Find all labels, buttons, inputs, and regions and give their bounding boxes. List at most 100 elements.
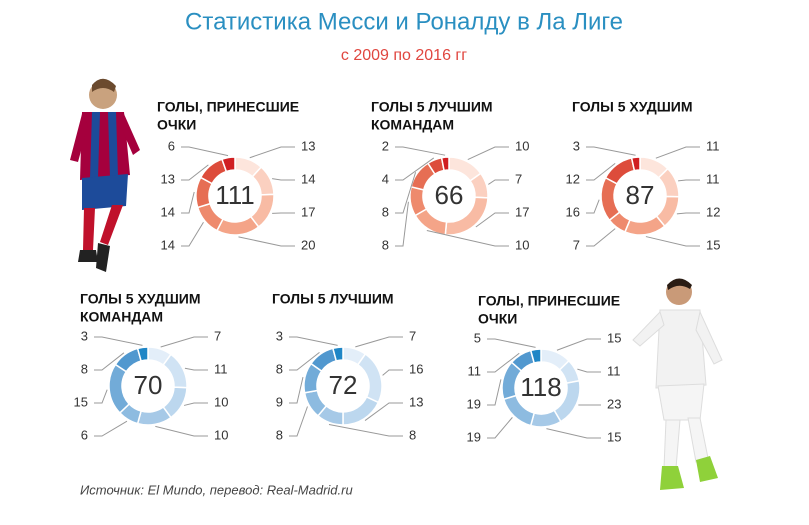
leader-line (249, 146, 295, 159)
value-label: 10 (214, 394, 228, 409)
leader-line (586, 162, 616, 181)
leader-line (395, 172, 417, 214)
leader-line (181, 191, 195, 214)
leader-line (395, 201, 409, 247)
leader-line (355, 336, 403, 348)
chart-title: КОМАНДАМ (80, 309, 163, 325)
value-label: 8 (382, 237, 389, 252)
value-label: 11 (706, 138, 720, 153)
donut-segment (136, 346, 149, 362)
value-label: 8 (81, 361, 88, 376)
leader-line (556, 338, 601, 351)
value-label: 20 (301, 237, 315, 252)
donut-total: 87 (626, 180, 655, 210)
donut-segment (136, 405, 172, 426)
value-label: 11 (706, 171, 720, 186)
leader-line (382, 369, 403, 376)
leader-line (94, 336, 143, 346)
title: Статистика Месси и Роналду в Ла Лиге (185, 8, 623, 35)
donut-segment (630, 156, 641, 172)
value-label: 17 (515, 204, 529, 219)
value-label: 7 (214, 328, 221, 343)
chart-title: КОМАНДАМ (371, 117, 454, 133)
leader-line (678, 179, 700, 182)
leader-line (487, 338, 536, 348)
leader-line (94, 389, 108, 404)
leader-line (475, 212, 509, 228)
value-label: 15 (706, 237, 720, 252)
leader-line (364, 402, 403, 421)
value-label: 15 (74, 394, 88, 409)
donut-segment (529, 348, 542, 364)
leader-line (181, 221, 204, 247)
value-label: 13 (409, 394, 423, 409)
leader-line (272, 178, 295, 181)
value-label: 3 (81, 328, 88, 343)
chart-title: ГОЛЫ 5 ХУДШИМ (572, 99, 693, 115)
value-label: 10 (515, 138, 529, 153)
leader-line (94, 420, 128, 437)
value-label: 7 (515, 171, 522, 186)
leader-line (645, 236, 700, 247)
leader-line (586, 199, 600, 214)
donut-segment (529, 409, 562, 428)
value-label: 15 (607, 429, 621, 444)
donut-total: 70 (134, 370, 163, 400)
value-label: 14 (161, 204, 175, 219)
leader-line (487, 352, 520, 373)
donut-total: 118 (520, 372, 561, 402)
value-label: 10 (214, 427, 228, 442)
value-label: 6 (81, 427, 88, 442)
value-label: 13 (161, 171, 175, 186)
donut-total: 66 (435, 180, 464, 210)
player-right (632, 278, 723, 490)
leader-line (395, 157, 435, 181)
value-label: 7 (409, 328, 416, 343)
donut-segment (221, 156, 236, 173)
leader-line (183, 402, 208, 406)
leader-line (289, 406, 308, 437)
value-label: 8 (276, 427, 283, 442)
leader-line (181, 164, 209, 181)
leader-line (487, 417, 513, 439)
leader-line (184, 367, 208, 371)
player-left (70, 78, 140, 272)
donut-total: 111 (215, 180, 255, 210)
donut-segment (162, 353, 188, 389)
donut-total: 72 (329, 370, 358, 400)
value-label: 14 (301, 171, 315, 186)
value-label: 16 (409, 361, 423, 376)
value-label: 11 (607, 363, 621, 378)
leader-line (467, 146, 509, 161)
value-label: 12 (566, 171, 580, 186)
leader-line (487, 379, 502, 406)
value-label: 8 (409, 427, 416, 442)
value-label: 7 (573, 237, 580, 252)
leader-line (328, 424, 403, 437)
donut-segment (409, 185, 428, 217)
leader-line (289, 377, 304, 404)
value-label: 17 (301, 204, 315, 219)
value-label: 9 (276, 394, 283, 409)
leader-line (586, 146, 636, 156)
value-label: 16 (566, 204, 580, 219)
donut-segment (356, 353, 383, 404)
value-label: 11 (214, 361, 228, 376)
chart-title: ГОЛЫ, ПРИНЕСШИЕ (478, 293, 620, 309)
chart-title: ОЧКИ (478, 311, 517, 327)
subtitle: с 2009 по 2016 гг (341, 47, 467, 64)
value-label: 15 (607, 330, 621, 345)
value-label: 19 (467, 396, 481, 411)
leader-line (586, 228, 616, 247)
value-label: 4 (382, 171, 389, 186)
chart-title: ГОЛЫ 5 ЛУЧШИМ (371, 99, 493, 115)
donut-segment (440, 156, 450, 172)
leader-line (676, 212, 700, 215)
donut-segment (331, 346, 344, 362)
value-label: 3 (276, 328, 283, 343)
leader-line (181, 146, 229, 157)
value-label: 8 (276, 361, 283, 376)
value-label: 3 (573, 138, 580, 153)
value-label: 10 (515, 237, 529, 252)
value-label: 12 (706, 204, 720, 219)
